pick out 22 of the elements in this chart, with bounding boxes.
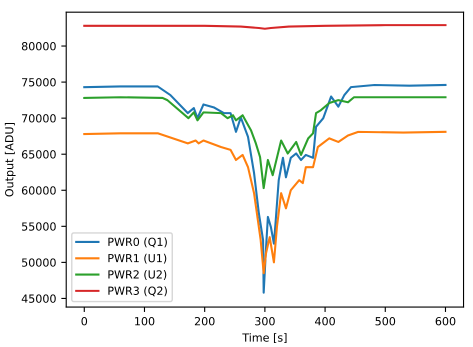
y-tick-label: 70000 (22, 114, 56, 123)
y-axis-title: Output [ADU] (4, 123, 16, 197)
x-axis-title: Time [s] (242, 333, 287, 344)
y-tick-label: 75000 (22, 78, 56, 86)
x-tick-label: 100 (135, 317, 154, 326)
y-tick-label: 80000 (22, 42, 56, 50)
y-tick-label: 50000 (22, 258, 56, 267)
x-tick-label: 600 (436, 317, 456, 326)
y-tick-label: 60000 (22, 186, 56, 195)
y-tick-label: 55000 (22, 222, 56, 231)
legend-label: PWR1 (U1) (108, 254, 166, 264)
legend-label: PWR0 (Q1) (108, 237, 167, 248)
y-tick-label: 45000 (22, 294, 56, 303)
legend-label: PWR2 (U2) (108, 270, 166, 280)
line-series (83, 96, 447, 190)
x-tick-label: 0 (81, 317, 88, 326)
legend-label: PWR3 (Q2) (108, 286, 167, 296)
x-tick-label: 500 (376, 317, 396, 326)
x-tick-label: 300 (255, 317, 275, 326)
x-tick-label: 400 (315, 317, 335, 326)
x-tick-label: 200 (194, 317, 215, 326)
y-tick-label: 65000 (22, 150, 56, 159)
